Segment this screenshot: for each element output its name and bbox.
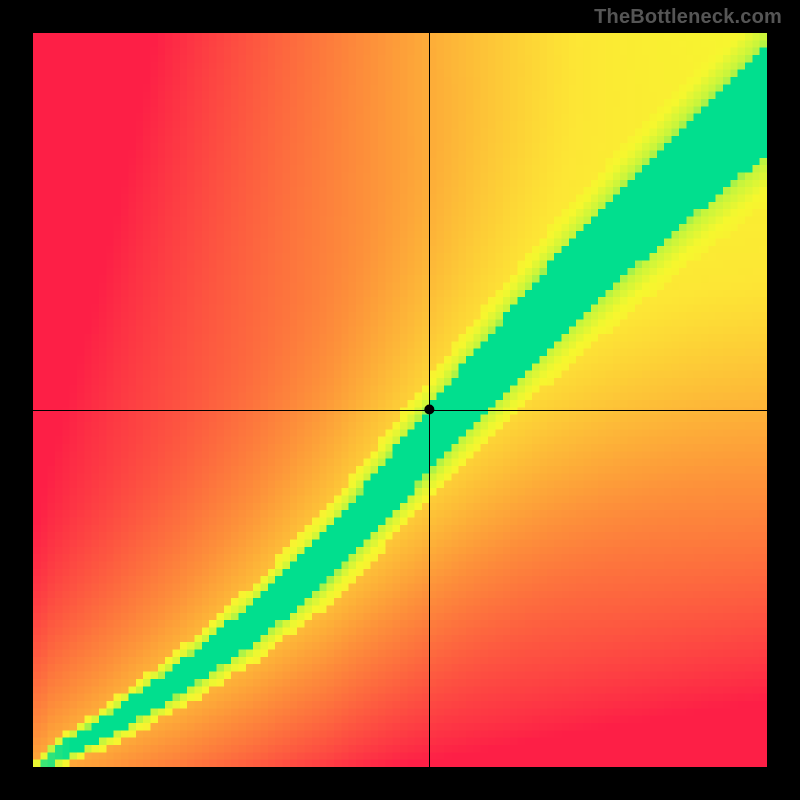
crosshair-overlay [33, 33, 767, 767]
watermark-text: TheBottleneck.com [594, 6, 782, 29]
chart-container: TheBottleneck.com [0, 0, 800, 800]
